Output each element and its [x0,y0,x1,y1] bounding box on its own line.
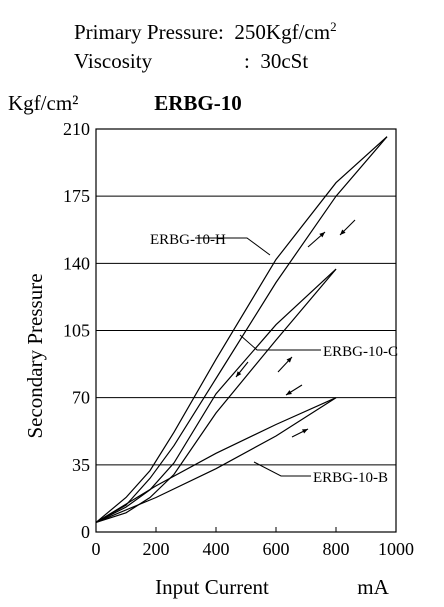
primary-pressure-superscript: 2 [330,19,337,34]
series-line-erbg-10-c-falling [95,268,337,523]
x-axis-label: Input Current [155,575,269,599]
y-tick-label: 35 [72,455,90,475]
direction-arrowhead [236,371,242,377]
x-tick-label: 0 [92,539,101,559]
primary-pressure-value: 250Kgf/cm [234,20,331,44]
y-tick-label: 0 [81,522,90,542]
chart-title: ERBG-10 [154,91,242,115]
viscosity-text: Viscosity [74,49,153,73]
direction-arrowhead [286,357,292,363]
series-line-erbg-10-h-rising [95,136,388,523]
x-tick-label: 1000 [378,539,414,559]
y-tick-label: 140 [63,253,90,273]
x-unit-label: mA [357,575,389,599]
direction-arrowhead [319,232,325,238]
y-axis-label: Secondary Pressure [23,273,47,438]
series-line-erbg-10-c-rising [95,268,337,523]
series-line-erbg-10-h-falling [95,136,388,523]
viscosity-label: Viscosity [74,46,152,76]
primary-pressure-label: Primary Pressure: 250Kgf/cm2 [74,17,337,47]
x-tick-label: 200 [143,539,170,559]
y-tick-label: 105 [63,321,90,341]
callout-leader-erbg-10-h [195,237,271,256]
x-tick-label: 600 [263,539,290,559]
x-tick-label: 400 [203,539,230,559]
callout-leader-erbg-10-b [253,461,311,477]
primary-pressure-text: Primary Pressure: [74,20,224,44]
y-tick-label: 210 [63,119,90,139]
series-label-erbg-10-c: ERBG-10-C [323,344,398,360]
direction-arrowhead [286,390,292,395]
series-line-erbg-10-b-falling [95,397,337,523]
viscosity-value: : 30cSt [244,49,309,73]
series-label-erbg-10-h: ERBG-10-H [150,232,226,248]
series-label-erbg-10-b: ERBG-10-B [313,470,388,486]
x-tick-label: 800 [323,539,350,559]
direction-arrowhead [302,429,308,434]
callout-leader-erbg-10-c [239,334,321,351]
direction-arrowhead [340,229,346,235]
series-line-erbg-10-b-rising [95,397,337,523]
y-unit-label: Kgf/cm² [8,91,78,115]
y-tick-label: 70 [72,388,90,408]
y-tick-label: 175 [63,186,90,206]
